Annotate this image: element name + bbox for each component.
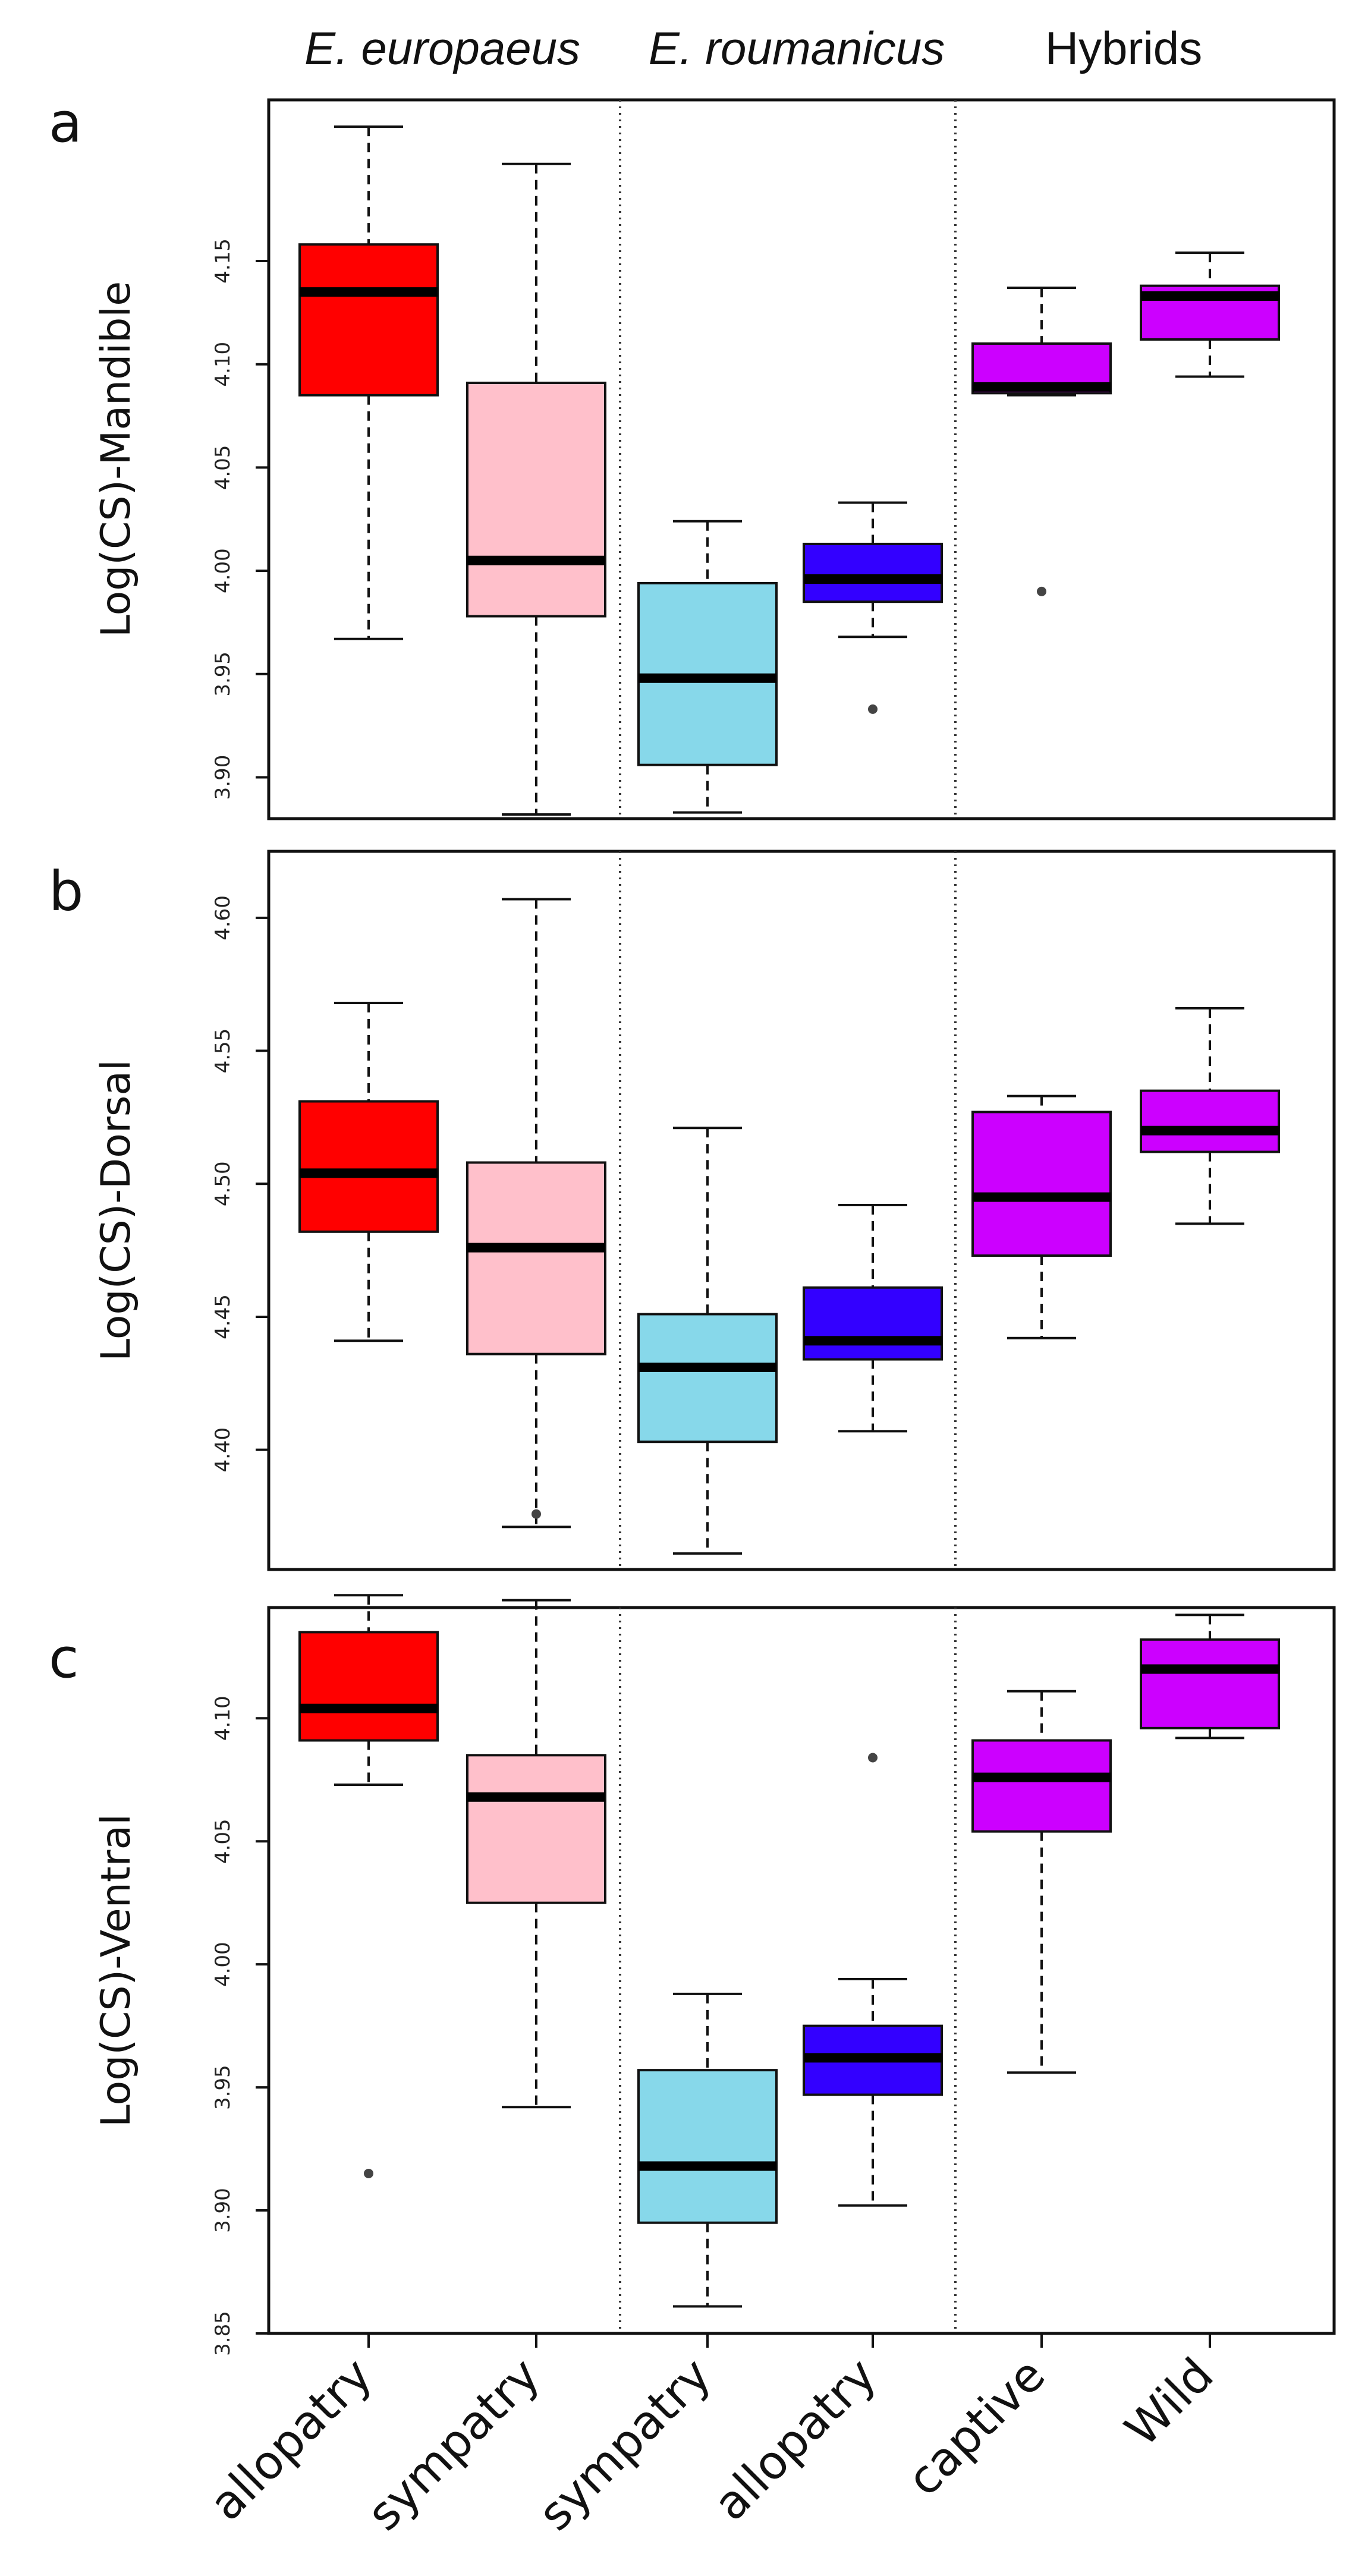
x-category-label: sympatry <box>529 2348 721 2541</box>
iqr-box <box>803 542 943 603</box>
iqr-box <box>1140 1089 1280 1153</box>
box-6 <box>1140 1007 1280 1225</box>
y-tick-label: 4.05 <box>211 1819 235 1864</box>
panel-b: b Log(CS)-Dorsal 4.40 4.45 4.50 4.55 4.60 <box>49 850 1336 1571</box>
outlier-point <box>868 1753 878 1763</box>
outlier-point <box>532 1509 541 1519</box>
group-label-e-europaeus: E. europaeus <box>304 22 580 74</box>
y-tick-label: 3.95 <box>211 2065 235 2110</box>
group-label-e-roumanicus: E. roumanicus <box>649 22 945 74</box>
box-5 <box>971 287 1112 596</box>
y-tick-label: 4.10 <box>211 1696 235 1741</box>
box-1 <box>298 1594 439 2178</box>
outlier-point <box>1037 586 1046 596</box>
panel-letter: a <box>49 91 82 155</box>
iqr-box <box>971 1739 1112 1833</box>
y-tick-label: 4.00 <box>211 1942 235 1987</box>
group-headers: E. europaeus E. roumanicus Hybrids <box>304 22 1202 74</box>
y-tick-label: 4.55 <box>211 1028 235 1074</box>
outlier-point <box>364 2168 373 2178</box>
x-category-label: allopatry <box>200 2348 383 2531</box>
iqr-box <box>298 1631 439 1742</box>
iqr-box <box>298 1100 439 1233</box>
plot-frame <box>267 98 1336 820</box>
box-5 <box>971 1690 1112 2074</box>
y-tick-label: 3.90 <box>211 2188 235 2233</box>
y-tick-label: 4.15 <box>211 238 235 284</box>
x-category-label: Wild <box>1115 2348 1224 2457</box>
iqr-box <box>298 243 439 397</box>
y-tick-label: 4.40 <box>211 1427 235 1473</box>
x-category-label: allopatry <box>704 2348 887 2531</box>
box-1 <box>298 125 439 640</box>
panel-a: a Log(CS)-Mandible 3.90 3.95 4.00 4.05 4.10 4.1… <box>49 91 1336 820</box>
box-6 <box>1140 251 1280 378</box>
box-5 <box>971 1094 1112 1339</box>
iqr-box <box>803 1286 943 1361</box>
box-4 <box>803 501 943 714</box>
panel-c: c Log(CS)-Ventral 3.85 3.90 3.95 4.00 4.05 4.10 <box>49 1509 1336 2356</box>
x-category-label: captive <box>897 2348 1055 2506</box>
outlier-point <box>868 704 878 714</box>
y-tick-label: 3.95 <box>211 652 235 697</box>
box-2 <box>466 898 606 1528</box>
panel-letter: b <box>49 860 83 923</box>
panels: a Log(CS)-Mandible 3.90 3.95 4.00 4.05 4.10 4.1… <box>49 91 1336 2356</box>
y-axis-label: Log(CS)-Ventral <box>93 1814 140 2127</box>
box-3 <box>637 520 778 814</box>
y-tick-label: 3.90 <box>211 755 235 800</box>
iqr-box <box>466 381 606 618</box>
y-axis-label: Log(CS)-Mandible <box>93 281 140 637</box>
plot-frame <box>267 1606 1336 2335</box>
group-label-hybrids: Hybrids <box>1045 22 1202 74</box>
y-tick-label: 4.45 <box>211 1294 235 1339</box>
y-tick-label: 3.85 <box>211 2311 235 2356</box>
box-6 <box>1140 1613 1280 1740</box>
iqr-box <box>637 2069 778 2224</box>
y-tick-label: 4.05 <box>211 445 235 490</box>
box-4 <box>803 1204 943 1433</box>
iqr-box <box>637 1313 778 1443</box>
box-2 <box>466 162 606 816</box>
iqr-box <box>466 1754 606 1904</box>
iqr-box <box>1140 1638 1280 1729</box>
iqr-box <box>971 1111 1112 1257</box>
y-tick-label: 4.00 <box>211 548 235 593</box>
y-tick-label: 4.50 <box>211 1161 235 1206</box>
y-tick-label: 4.10 <box>211 342 235 387</box>
panel-letter: c <box>49 1627 79 1690</box>
iqr-box <box>466 1161 606 1355</box>
box-4 <box>803 1753 943 2207</box>
x-category-label: sympatry <box>357 2348 550 2541</box>
plot-frame <box>267 850 1336 1571</box>
box-2 <box>466 1509 606 2109</box>
box-3 <box>637 1127 778 1555</box>
y-axis-label: Log(CS)-Dorsal <box>93 1059 140 1361</box>
y-tick-label: 4.60 <box>211 895 235 941</box>
box-1 <box>298 1002 439 1342</box>
box-3 <box>637 1992 778 2308</box>
